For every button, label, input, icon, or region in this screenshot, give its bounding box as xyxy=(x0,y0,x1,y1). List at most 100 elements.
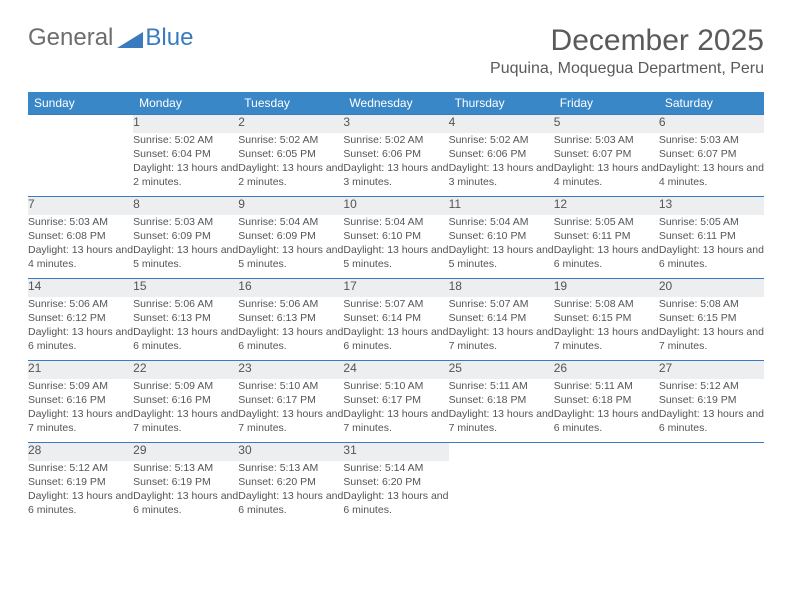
sunset-line: Sunset: 6:10 PM xyxy=(343,230,421,242)
day-number-cell: 1 xyxy=(133,115,238,133)
sunrise-line: Sunrise: 5:04 AM xyxy=(343,216,423,228)
daylight-line: Daylight: 13 hours and 2 minutes. xyxy=(238,162,343,188)
sunset-line: Sunset: 6:15 PM xyxy=(659,312,737,324)
sunset-line: Sunset: 6:19 PM xyxy=(659,394,737,406)
sunrise-line: Sunrise: 5:12 AM xyxy=(28,462,108,474)
sunset-line: Sunset: 6:15 PM xyxy=(554,312,632,324)
day-number-cell xyxy=(554,443,659,461)
day-number-cell: 30 xyxy=(238,443,343,461)
day-detail-cell: Sunrise: 5:08 AMSunset: 6:15 PMDaylight:… xyxy=(659,297,764,361)
daynum-row: 28293031 xyxy=(28,443,764,461)
day-number-cell: 22 xyxy=(133,361,238,379)
dow-header: Sunday xyxy=(28,92,133,115)
sunset-line: Sunset: 6:17 PM xyxy=(343,394,421,406)
daylight-line: Daylight: 13 hours and 4 minutes. xyxy=(659,162,764,188)
day-detail-cell: Sunrise: 5:02 AMSunset: 6:04 PMDaylight:… xyxy=(133,133,238,197)
day-number-cell: 14 xyxy=(28,279,133,297)
sunset-line: Sunset: 6:19 PM xyxy=(133,476,211,488)
day-detail-cell xyxy=(449,461,554,525)
sunrise-line: Sunrise: 5:02 AM xyxy=(449,134,529,146)
day-detail-cell: Sunrise: 5:05 AM Sunset: 6:11 PM Daylight:… xyxy=(554,215,659,279)
sunset-line: Sunset: 6:07 PM xyxy=(554,148,632,160)
day-number-cell: 9 xyxy=(238,197,343,215)
daylight-line: Daylight: 13 hours and 3 minutes. xyxy=(343,162,448,188)
sunset-line: Sunset: 6:06 PM xyxy=(449,148,527,160)
logo-triangle-icon xyxy=(117,32,143,48)
daylight-line: Daylight: 13 hours and 7 minutes. xyxy=(343,408,448,434)
day-detail-cell: Sunrise: 5:08 AMSunset: 6:15 PMDaylight:… xyxy=(554,297,659,361)
daylight-line: Daylight: 13 hours and 2 minutes. xyxy=(133,162,238,188)
detail-row: Sunrise: 5:06 AMSunset: 6:12 PMDaylight:… xyxy=(28,297,764,361)
daylight-line: Daylight: 13 hours and 6 minutes. xyxy=(554,244,659,270)
logo-text-blue: Blue xyxy=(145,24,193,52)
day-detail-cell: Sunrise: 5:12 AM Sunset: 6:19 PM Daylight:… xyxy=(659,379,764,443)
day-number-cell: 16 xyxy=(238,279,343,297)
daylight-line: Daylight: 13 hours and 7 minutes. xyxy=(554,326,659,352)
sunrise-line: Sunrise: 5:03 AM xyxy=(28,216,108,228)
sunset-line: Sunset: 6:13 PM xyxy=(133,312,211,324)
day-number-cell: 21 xyxy=(28,361,133,379)
daylight-line: Daylight: 13 hours and 5 minutes. xyxy=(449,244,554,270)
day-number-cell: 18 xyxy=(449,279,554,297)
daylight-line: Daylight: 13 hours and 3 minutes. xyxy=(449,162,554,188)
sunrise-line: Sunrise: 5:05 AM xyxy=(554,216,634,228)
day-detail-cell: Sunrise: 5:03 AMSunset: 6:09 PMDaylight:… xyxy=(133,215,238,279)
sunrise-line: Sunrise: 5:03 AM xyxy=(554,134,634,146)
day-detail-cell: Sunrise: 5:09 AMSunset: 6:16 PMDaylight:… xyxy=(28,379,133,443)
day-detail-cell: Sunrise: 5:03 AM Sunset: 6:07 PM Daylight:… xyxy=(554,133,659,197)
day-number-cell: 6 xyxy=(659,115,764,133)
sunrise-line: Sunrise: 5:06 AM xyxy=(238,298,318,310)
day-number-cell: 27 xyxy=(659,361,764,379)
dow-header: Monday xyxy=(133,92,238,115)
sunrise-line: Sunrise: 5:12 AM xyxy=(659,380,739,392)
day-detail-cell: Sunrise: 5:09 AMSunset: 6:16 PMDaylight:… xyxy=(133,379,238,443)
daylight-line: Daylight: 13 hours and 6 minutes. xyxy=(659,408,764,434)
daylight-line: Daylight: 13 hours and 6 minutes. xyxy=(28,326,133,352)
sunset-line: Sunset: 6:13 PM xyxy=(238,312,316,324)
daylight-line: Daylight: 13 hours and 7 minutes. xyxy=(449,326,554,352)
logo: General Blue xyxy=(28,24,193,52)
daylight-line: Daylight: 13 hours and 5 minutes. xyxy=(238,244,343,270)
day-detail-cell: Sunrise: 5:06 AMSunset: 6:12 PMDaylight:… xyxy=(28,297,133,361)
day-number-cell: 12 xyxy=(554,197,659,215)
sunrise-line: Sunrise: 5:14 AM xyxy=(343,462,423,474)
dow-header: Thursday xyxy=(449,92,554,115)
daylight-line: Daylight: 13 hours and 4 minutes. xyxy=(28,244,133,270)
sunset-line: Sunset: 6:19 PM xyxy=(28,476,106,488)
sunset-line: Sunset: 6:11 PM xyxy=(554,230,631,242)
day-number-cell: 15 xyxy=(133,279,238,297)
day-number-cell xyxy=(28,115,133,133)
sunrise-line: Sunrise: 5:07 AM xyxy=(449,298,529,310)
day-number-cell: 3 xyxy=(343,115,448,133)
daynum-row: 78910111213 xyxy=(28,197,764,215)
day-detail-cell: Sunrise: 5:13 AMSunset: 6:19 PMDaylight:… xyxy=(133,461,238,525)
day-number-cell: 29 xyxy=(133,443,238,461)
day-number-cell: 20 xyxy=(659,279,764,297)
dow-header-row: Sunday Monday Tuesday Wednesday Thursday… xyxy=(28,92,764,115)
sunset-line: Sunset: 6:17 PM xyxy=(238,394,316,406)
day-number-cell: 11 xyxy=(449,197,554,215)
dow-header: Saturday xyxy=(659,92,764,115)
daylight-line: Daylight: 13 hours and 4 minutes. xyxy=(554,162,659,188)
day-number-cell: 2 xyxy=(238,115,343,133)
daylight-line: Daylight: 13 hours and 7 minutes. xyxy=(659,326,764,352)
day-detail-cell: Sunrise: 5:11 AMSunset: 6:18 PMDaylight:… xyxy=(554,379,659,443)
sunset-line: Sunset: 6:09 PM xyxy=(238,230,316,242)
sunset-line: Sunset: 6:14 PM xyxy=(449,312,527,324)
daylight-line: Daylight: 13 hours and 7 minutes. xyxy=(133,408,238,434)
day-number-cell: 8 xyxy=(133,197,238,215)
sunrise-line: Sunrise: 5:03 AM xyxy=(133,216,213,228)
day-detail-cell: Sunrise: 5:06 AMSunset: 6:13 PMDaylight:… xyxy=(133,297,238,361)
sunset-line: Sunset: 6:18 PM xyxy=(554,394,632,406)
sunrise-line: Sunrise: 5:06 AM xyxy=(28,298,108,310)
sunset-line: Sunset: 6:06 PM xyxy=(343,148,421,160)
sunrise-line: Sunrise: 5:02 AM xyxy=(343,134,423,146)
sunset-line: Sunset: 6:18 PM xyxy=(449,394,527,406)
sunset-line: Sunset: 6:10 PM xyxy=(449,230,527,242)
sunrise-line: Sunrise: 5:11 AM xyxy=(449,380,528,392)
day-number-cell: 26 xyxy=(554,361,659,379)
sunrise-line: Sunrise: 5:09 AM xyxy=(28,380,108,392)
day-number-cell: 7 xyxy=(28,197,133,215)
daylight-line: Daylight: 13 hours and 6 minutes. xyxy=(343,326,448,352)
day-detail-cell: Sunrise: 5:07 AMSunset: 6:14 PMDaylight:… xyxy=(343,297,448,361)
